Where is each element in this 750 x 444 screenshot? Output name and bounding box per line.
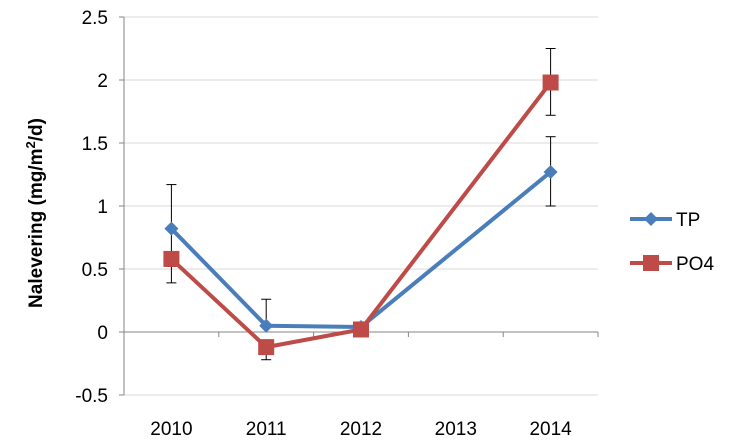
square-marker — [258, 339, 275, 356]
square-marker — [542, 74, 559, 91]
y-tick-label: 0 — [97, 323, 108, 344]
series-po4 — [163, 48, 559, 361]
y-axis-label-suffix: /d) — [26, 118, 47, 141]
y-tick-label: 0.5 — [82, 260, 108, 281]
legend: TP PO4 — [630, 210, 714, 275]
y-tick-label: 2.5 — [82, 8, 108, 29]
y-tick-label: 1 — [97, 197, 108, 218]
legend-label: TP — [676, 210, 700, 231]
y-tick-labels: -0.5 0 0.5 1 1.5 2 2.5 — [75, 8, 108, 407]
gridlines — [124, 16, 598, 396]
legend-item-tp: TP — [630, 210, 700, 231]
y-axis-label: Nalevering (mg/m2/d) — [23, 118, 48, 308]
series-line — [170, 81, 553, 350]
y-tick-label: 2 — [97, 71, 108, 92]
square-marker — [353, 321, 369, 338]
x-tick-label: 2013 — [435, 419, 477, 440]
diamond-marker — [644, 212, 658, 226]
y-tick-label: -0.5 — [75, 386, 108, 407]
x-tick-labels: 2010 2011 2012 2013 2014 — [150, 419, 572, 440]
square-marker — [643, 255, 659, 271]
x-tick-label: 2012 — [340, 419, 382, 440]
square-marker — [163, 250, 180, 267]
y-axis-label-superscript: 2 — [23, 141, 38, 148]
series-line — [169, 170, 552, 329]
diamond-marker — [164, 221, 179, 236]
y-tick-label: 1.5 — [82, 134, 108, 155]
series-tp — [164, 136, 558, 334]
y-axis-label-main: Nalevering (mg/m — [26, 149, 47, 308]
x-tick-label: 2014 — [529, 419, 572, 440]
diamond-marker — [259, 318, 274, 333]
diamond-marker — [543, 164, 558, 179]
legend-label: PO4 — [676, 254, 714, 275]
x-tick-label: 2011 — [246, 419, 287, 440]
legend-item-po4: PO4 — [630, 254, 714, 275]
x-tick-label: 2010 — [150, 419, 192, 440]
series-layer — [163, 48, 559, 361]
